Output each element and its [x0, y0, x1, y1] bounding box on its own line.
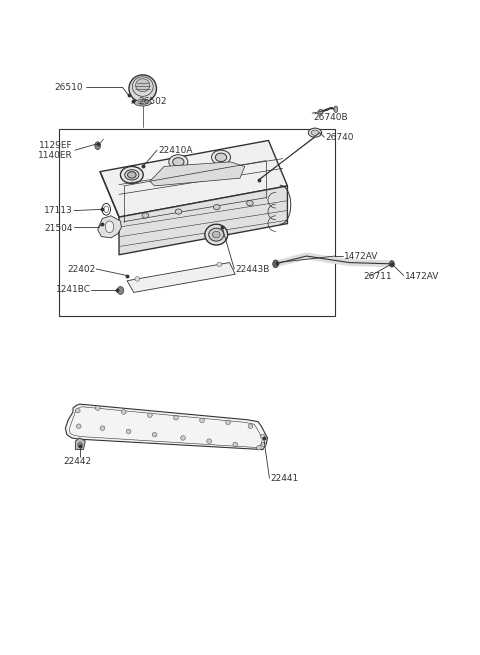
Text: 21504: 21504: [45, 223, 73, 233]
Ellipse shape: [261, 442, 266, 447]
Text: 1241BC: 1241BC: [56, 286, 91, 294]
Ellipse shape: [273, 260, 278, 268]
Text: 1472AV: 1472AV: [405, 272, 440, 282]
Polygon shape: [65, 404, 267, 449]
Ellipse shape: [213, 231, 220, 238]
Ellipse shape: [129, 75, 156, 102]
Ellipse shape: [248, 424, 253, 428]
Polygon shape: [119, 186, 288, 255]
Ellipse shape: [205, 224, 228, 245]
Ellipse shape: [136, 79, 150, 92]
Ellipse shape: [117, 287, 124, 294]
Ellipse shape: [261, 434, 265, 439]
Ellipse shape: [174, 415, 179, 420]
Polygon shape: [127, 263, 235, 292]
Text: 22443B: 22443B: [235, 265, 270, 274]
Text: 26740B: 26740B: [313, 113, 348, 122]
Text: 22402: 22402: [67, 265, 96, 274]
Ellipse shape: [126, 429, 131, 434]
Text: 26711: 26711: [363, 272, 392, 282]
Ellipse shape: [105, 221, 114, 233]
Ellipse shape: [311, 130, 319, 136]
Ellipse shape: [147, 413, 152, 417]
Ellipse shape: [100, 426, 105, 430]
Ellipse shape: [125, 170, 139, 180]
Ellipse shape: [200, 418, 204, 422]
Ellipse shape: [134, 100, 151, 106]
Ellipse shape: [214, 204, 220, 210]
Text: 1472AV: 1472AV: [344, 252, 379, 261]
Ellipse shape: [180, 436, 185, 440]
Ellipse shape: [95, 141, 100, 149]
Ellipse shape: [209, 228, 224, 241]
Ellipse shape: [142, 213, 149, 218]
Text: 26502: 26502: [138, 97, 167, 106]
Text: 22442: 22442: [64, 457, 92, 466]
Ellipse shape: [207, 439, 212, 443]
Ellipse shape: [175, 209, 182, 214]
Ellipse shape: [217, 262, 222, 267]
Ellipse shape: [78, 442, 83, 447]
Ellipse shape: [233, 442, 238, 447]
Ellipse shape: [152, 432, 157, 437]
Text: 22441: 22441: [271, 474, 299, 483]
Ellipse shape: [212, 150, 230, 164]
Ellipse shape: [75, 408, 80, 413]
Ellipse shape: [169, 155, 188, 169]
Text: 1129EF
1140ER: 1129EF 1140ER: [38, 141, 73, 160]
Bar: [59, 130, 335, 316]
Text: 17113: 17113: [44, 206, 73, 215]
Polygon shape: [100, 140, 288, 217]
Ellipse shape: [226, 420, 230, 424]
Ellipse shape: [247, 200, 253, 206]
Ellipse shape: [135, 276, 140, 281]
Ellipse shape: [128, 172, 136, 178]
Ellipse shape: [257, 445, 261, 450]
Ellipse shape: [334, 106, 338, 113]
Ellipse shape: [96, 405, 100, 410]
Ellipse shape: [120, 166, 143, 183]
Polygon shape: [97, 215, 121, 238]
Ellipse shape: [389, 261, 394, 267]
Ellipse shape: [308, 128, 322, 137]
Ellipse shape: [318, 109, 323, 115]
Polygon shape: [150, 162, 245, 186]
Ellipse shape: [216, 153, 227, 162]
Text: 26510: 26510: [55, 83, 84, 92]
Ellipse shape: [76, 424, 81, 428]
Ellipse shape: [173, 158, 184, 166]
Polygon shape: [75, 438, 85, 449]
Text: 26740: 26740: [325, 133, 354, 141]
Ellipse shape: [121, 409, 126, 414]
Text: 22410A: 22410A: [158, 145, 193, 155]
